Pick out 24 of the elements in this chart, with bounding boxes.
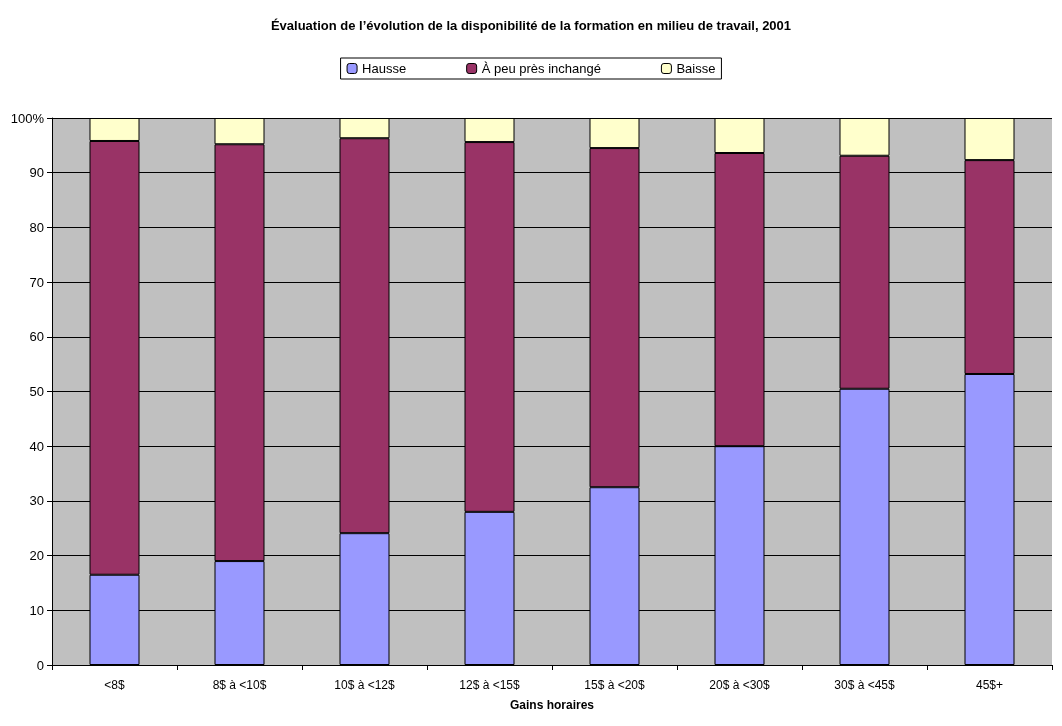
y-tick-label: 90 <box>29 165 44 181</box>
legend-label: Baisse <box>676 61 716 76</box>
x-tick-label: 15$ à <20$ <box>584 678 646 692</box>
x-tick-label: 30$ à <45$ <box>834 678 896 692</box>
x-tick-label: 10$ à <12$ <box>334 678 396 692</box>
legend-label: Hausse <box>362 61 407 76</box>
x-axis-title: Gains horaires <box>509 698 595 712</box>
y-tick-label: 80 <box>29 219 44 235</box>
x-tick-label: 20$ à <30$ <box>709 678 771 692</box>
y-tick-label: 30 <box>29 493 44 509</box>
y-tick-label: 60 <box>29 329 44 345</box>
y-tick-label: 10 <box>29 602 44 618</box>
y-tick-label: 0 <box>36 657 44 673</box>
y-tick-label: 100% <box>10 110 45 126</box>
y-tick-label: 70 <box>29 274 44 290</box>
legend-label: À peu près inchangé <box>481 61 601 76</box>
x-tick-label: 45$+ <box>975 678 1004 692</box>
x-tick-label: 12$ à <15$ <box>459 678 521 692</box>
chart-title: Évaluation de l’évolution de la disponibilité de la formation en milieu de travail, 2001 <box>270 18 792 33</box>
x-tick-label: <8$ <box>104 678 125 692</box>
y-tick-label: 20 <box>29 548 44 564</box>
x-tick-label: 8$ à <10$ <box>212 678 267 692</box>
y-tick-label: 40 <box>29 438 44 454</box>
y-tick-label: 50 <box>29 384 44 399</box>
